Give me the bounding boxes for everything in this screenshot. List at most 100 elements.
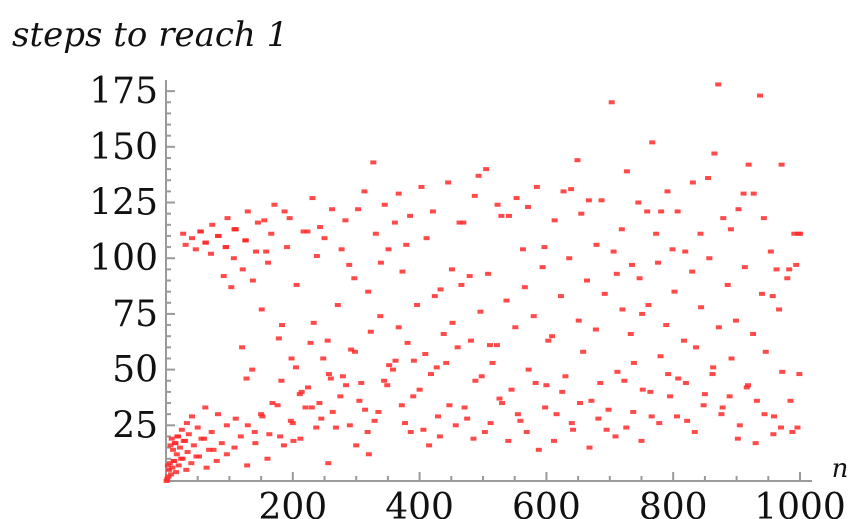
data-point [680, 338, 687, 343]
data-point [517, 418, 524, 423]
data-point [231, 445, 238, 450]
data-point [595, 416, 602, 421]
data-point [566, 256, 573, 261]
data-point [535, 447, 542, 452]
data-point [585, 198, 592, 203]
data-point [757, 93, 764, 98]
x-axis-ticks: 200 400 600 800 1000 [196, 472, 846, 519]
y-axis-ticks: 25 50 75 100 125 150 175 [89, 71, 175, 471]
data-point [426, 443, 433, 448]
data-point [195, 454, 202, 459]
data-point [750, 191, 757, 196]
data-point [416, 387, 423, 392]
data-point [740, 191, 747, 196]
data-point [308, 405, 315, 410]
data-point [348, 347, 355, 352]
data-point [787, 398, 794, 403]
data-point [553, 412, 560, 417]
data-point [618, 227, 625, 232]
data-point [410, 358, 417, 363]
data-point [316, 401, 323, 406]
data-point [706, 256, 713, 261]
data-point [351, 349, 358, 354]
data-point [296, 392, 303, 397]
data-point [334, 303, 341, 308]
data-point [332, 425, 339, 430]
data-point [281, 209, 288, 214]
data-point [208, 251, 215, 256]
data-point [505, 213, 512, 218]
data-point [689, 180, 696, 185]
data-point [300, 229, 307, 234]
data-point [249, 278, 256, 283]
data-point [214, 412, 221, 417]
data-point [674, 209, 681, 214]
data-point [549, 334, 556, 339]
data-point [512, 325, 519, 330]
data-point [693, 345, 700, 350]
data-point [726, 394, 733, 399]
data-point [460, 220, 467, 225]
data-point [325, 461, 332, 466]
data-point [313, 425, 320, 430]
data-point [734, 436, 741, 441]
data-point [560, 189, 567, 194]
data-point [188, 461, 195, 466]
data-point [570, 427, 577, 432]
data-point [342, 218, 349, 223]
data-point [440, 331, 447, 336]
data-point [277, 434, 284, 439]
data-point [429, 209, 436, 214]
data-point [639, 311, 646, 316]
data-point [327, 376, 334, 381]
data-point [791, 231, 798, 236]
data-point [657, 354, 664, 359]
data-point [346, 262, 353, 267]
data-point [164, 476, 171, 481]
data-point [621, 378, 628, 383]
data-point [483, 167, 490, 172]
data-point [355, 207, 362, 212]
data-point [568, 421, 575, 426]
data-point [353, 443, 360, 448]
data-point [647, 389, 654, 394]
data-point [365, 452, 372, 457]
data-point [732, 318, 739, 323]
data-point [458, 282, 465, 287]
data-point [443, 360, 450, 365]
data-point [228, 285, 235, 290]
data-point [371, 418, 378, 423]
data-point [776, 307, 783, 312]
data-point [649, 140, 656, 145]
data-point [370, 160, 377, 165]
data-point [478, 374, 485, 379]
data-point [166, 461, 173, 466]
data-point [697, 231, 704, 236]
data-point [719, 405, 726, 410]
data-point [436, 434, 443, 439]
data-point [261, 218, 268, 223]
data-point [224, 216, 231, 221]
data-point [321, 236, 328, 241]
data-point [365, 289, 372, 294]
data-point [202, 405, 209, 410]
data-point [242, 238, 249, 243]
data-point [471, 193, 478, 198]
data-point [175, 463, 182, 468]
x-axis-label: n [832, 454, 849, 484]
data-point [325, 372, 332, 377]
data-point [381, 202, 388, 207]
data-point [290, 438, 297, 443]
data-point [215, 233, 222, 238]
data-point [259, 414, 266, 419]
data-point [188, 236, 195, 241]
data-point [514, 412, 521, 417]
data-point [284, 245, 291, 250]
data-point [753, 398, 760, 403]
data-point [741, 265, 748, 270]
data-point [656, 421, 663, 426]
data-point [202, 240, 209, 245]
data-point [286, 216, 293, 221]
data-point [190, 443, 197, 448]
